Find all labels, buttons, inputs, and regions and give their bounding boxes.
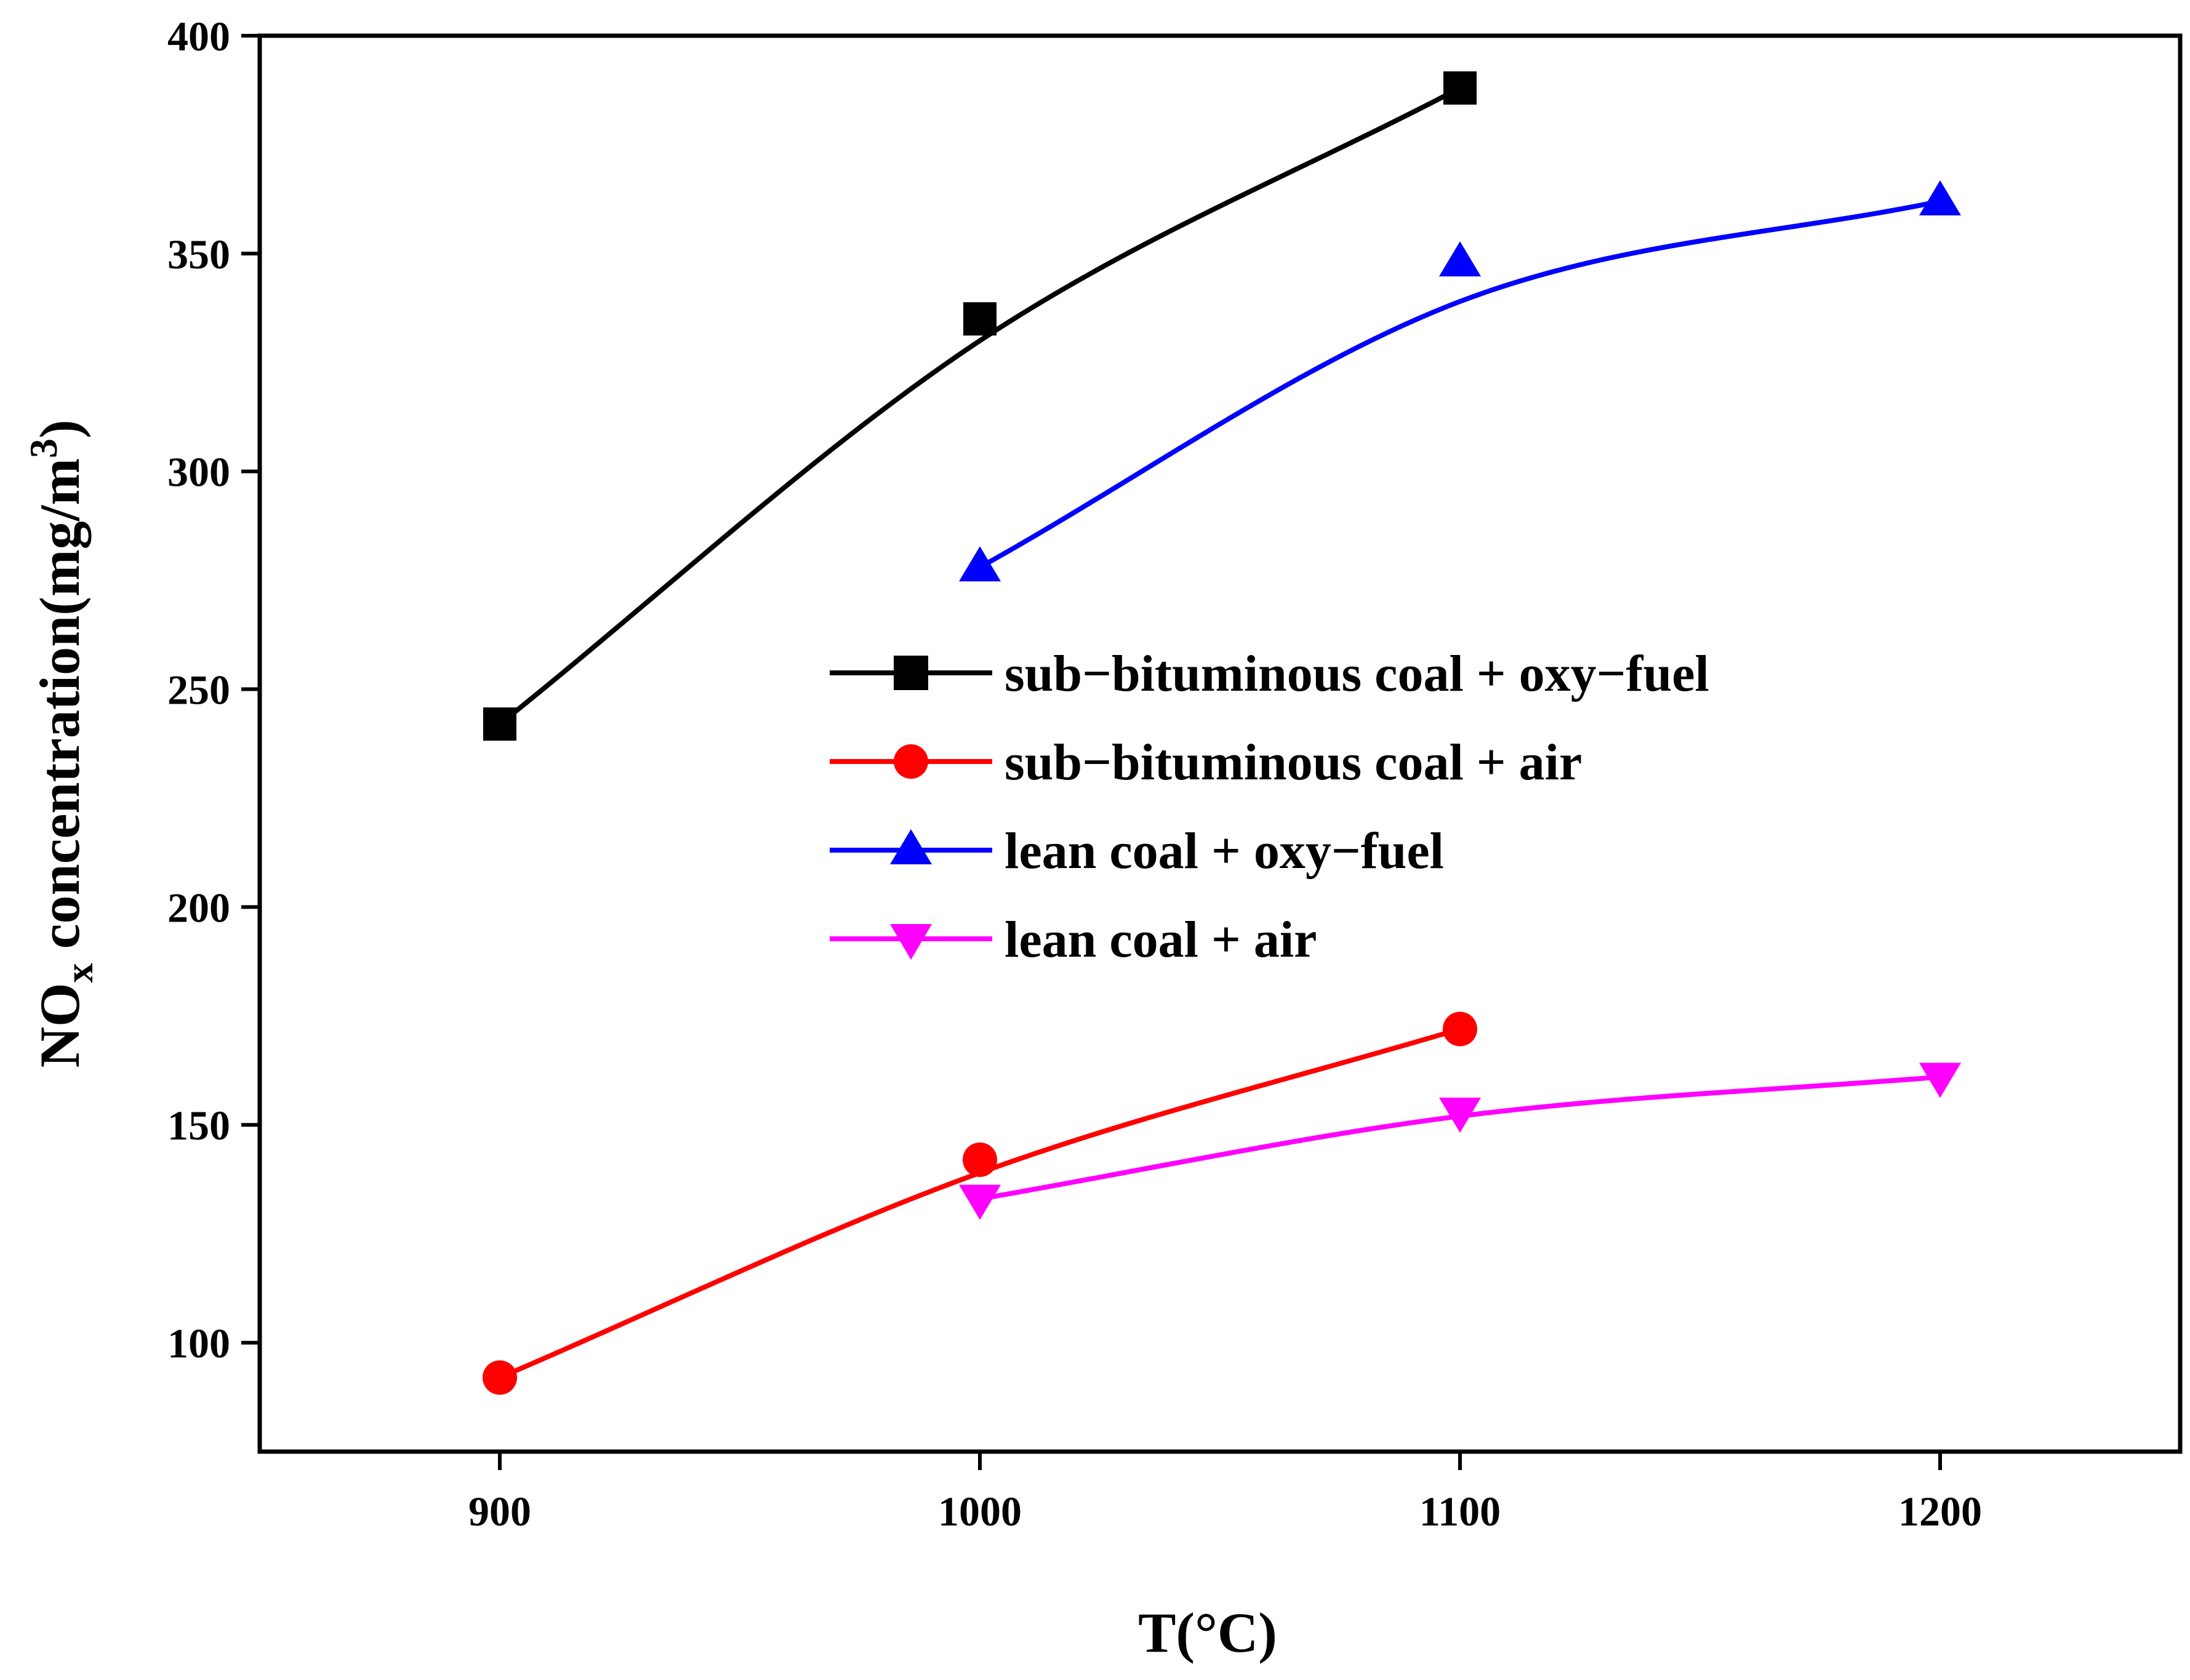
- plot-markers: [483, 71, 1961, 1395]
- x-tick-label: 1200: [1898, 1488, 1982, 1535]
- legend-marker-triangle-down: [890, 924, 932, 960]
- plot-lines: [498, 86, 1941, 1380]
- y-tick-label: 400: [167, 13, 230, 60]
- legend-marker-square: [894, 656, 928, 690]
- y-axis-title-superscript: 3: [22, 438, 65, 458]
- y-tick-label: 150: [167, 1102, 230, 1149]
- data-point-triangle-up: [1919, 180, 1961, 215]
- y-axis-title-subscript: x: [57, 963, 101, 983]
- data-point-triangle-up: [959, 546, 1001, 582]
- y-axis-title-suffix: ): [28, 420, 91, 439]
- plot-frame: [257, 33, 2183, 1454]
- y-axis-title-prefix: NO: [28, 983, 91, 1067]
- legend-item: sub−bituminous coal + air: [830, 734, 1582, 791]
- data-point-triangle-up: [1439, 241, 1481, 276]
- y-tick-label: 100: [167, 1320, 230, 1367]
- legend-marker-triangle-up: [890, 829, 932, 864]
- x-tick-label: 1000: [938, 1488, 1022, 1535]
- data-point-circle: [1443, 1011, 1477, 1047]
- legend-label: lean coal + oxy−fuel: [1005, 822, 1444, 880]
- x-tick-label: 1100: [1419, 1488, 1501, 1535]
- data-point-square: [483, 707, 516, 741]
- series-line-0: [498, 86, 1461, 726]
- data-point-square: [1443, 71, 1477, 105]
- x-tick-label: 900: [468, 1488, 531, 1535]
- x-axis: 900 1000 1100 1200: [468, 1452, 1982, 1535]
- y-tick-label: 350: [167, 231, 230, 278]
- legend-item: sub−bituminous coal + oxy−fuel: [830, 645, 1709, 702]
- series-line-2: [979, 199, 1941, 569]
- y-tick-label: 250: [167, 667, 230, 713]
- legend-item: lean coal + oxy−fuel: [830, 822, 1444, 880]
- x-axis-title: T(°C): [1138, 1601, 1277, 1664]
- data-point-circle: [963, 1142, 997, 1177]
- y-axis: 100 150 200 250 300 350 400: [167, 13, 260, 1367]
- legend-label: sub−bituminous coal + air: [1005, 734, 1582, 791]
- data-point-triangle-down: [1919, 1063, 1961, 1098]
- legend-item: lean coal + air: [830, 911, 1317, 968]
- data-point-triangle-down: [959, 1184, 1001, 1220]
- legend-label: sub−bituminous coal + oxy−fuel: [1005, 645, 1709, 702]
- data-point-circle: [483, 1360, 517, 1395]
- series-line-3: [979, 1074, 1941, 1202]
- data-point-triangle-down: [1439, 1098, 1481, 1133]
- legend-marker-circle: [894, 744, 928, 779]
- legend: sub−bituminous coal + oxy−fuel sub−bitum…: [830, 645, 1709, 968]
- y-tick-label: 300: [167, 449, 230, 496]
- data-point-square: [963, 302, 997, 336]
- y-axis-title: NOx concentration(mg/m3): [22, 420, 101, 1068]
- y-tick-label: 200: [167, 884, 230, 931]
- y-axis-title-middle: concentration(mg/m: [28, 458, 91, 963]
- legend-label: lean coal + air: [1005, 911, 1317, 968]
